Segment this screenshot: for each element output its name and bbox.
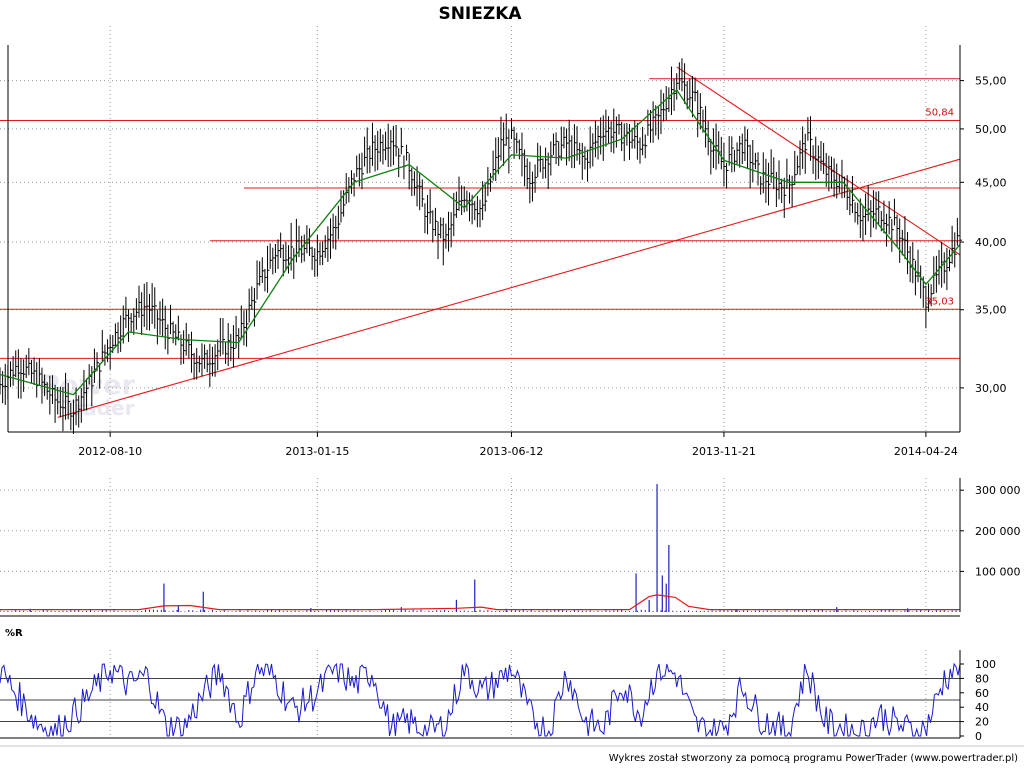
price-bars	[0, 58, 962, 434]
level-label-low: 35,03	[925, 296, 954, 307]
williams-r-reference-lines	[0, 678, 960, 722]
footer-credit: Wykres został stworzony za pomocą progra…	[609, 753, 1018, 764]
price-y-axis: 55,00 50,00 45,00 40,00 35,00 30,00	[959, 45, 1007, 432]
date-tick-label: 2013-11-21	[692, 445, 756, 458]
price-tick-label: 50,00	[975, 123, 1007, 136]
price-tick-label: 30,00	[975, 382, 1007, 395]
volume-bars	[0, 484, 961, 612]
williams-r-line	[0, 662, 961, 738]
volume-panel: 300 000 200 000 100 000	[0, 478, 1021, 617]
volume-tick-label: 100 000	[975, 565, 1021, 578]
price-tick-label: 45,00	[975, 176, 1007, 189]
date-tick-label: 2013-06-12	[480, 445, 544, 458]
level-label-high: 50,84	[925, 107, 954, 118]
volume-tick-label: 200 000	[975, 525, 1021, 538]
volume-average-line	[0, 594, 960, 611]
chart-title: SNIEZKA	[438, 4, 522, 24]
williams-r-title: %R	[5, 628, 23, 639]
date-tick-label: 2013-01-15	[285, 445, 349, 458]
williams-r-tick-label: 40	[975, 701, 989, 714]
date-axis: 2012-08-10 2013-01-15 2013-06-12 2013-11-21…	[7, 45, 960, 458]
williams-r-grid	[109, 650, 927, 738]
trend-line	[57, 158, 961, 418]
price-tick-label: 40,00	[975, 236, 1007, 249]
level-labels: 50,84 35,03	[925, 107, 954, 307]
price-panel: 50,84 35,03 55,00 50,00 45,00 40,00 35,00 30,…	[0, 26, 1007, 458]
price-grid	[0, 26, 960, 432]
volume-grid	[0, 478, 960, 612]
date-tick-label: 2012-08-10	[78, 445, 142, 458]
date-tick-label: 2014-04-24	[894, 445, 958, 458]
williams-r-tick-label: 20	[975, 716, 989, 729]
watermark-line2: Trader	[62, 396, 135, 420]
watermark: Power Trader	[40, 370, 136, 420]
williams-r-tick-label: 0	[975, 730, 982, 743]
williams-r-tick-label: 80	[975, 672, 989, 685]
volume-y-axis: 300 000 200 000 100 000	[0, 478, 1021, 617]
williams-r-tick-label: 60	[975, 687, 989, 700]
watermark-line1: Power	[40, 370, 136, 401]
williams-r-tick-label: 100	[975, 658, 996, 671]
price-tick-label: 55,00	[975, 75, 1007, 88]
price-tick-label: 35,00	[975, 304, 1007, 317]
moving-average-line	[0, 88, 961, 396]
volume-tick-label: 300 000	[975, 484, 1021, 497]
